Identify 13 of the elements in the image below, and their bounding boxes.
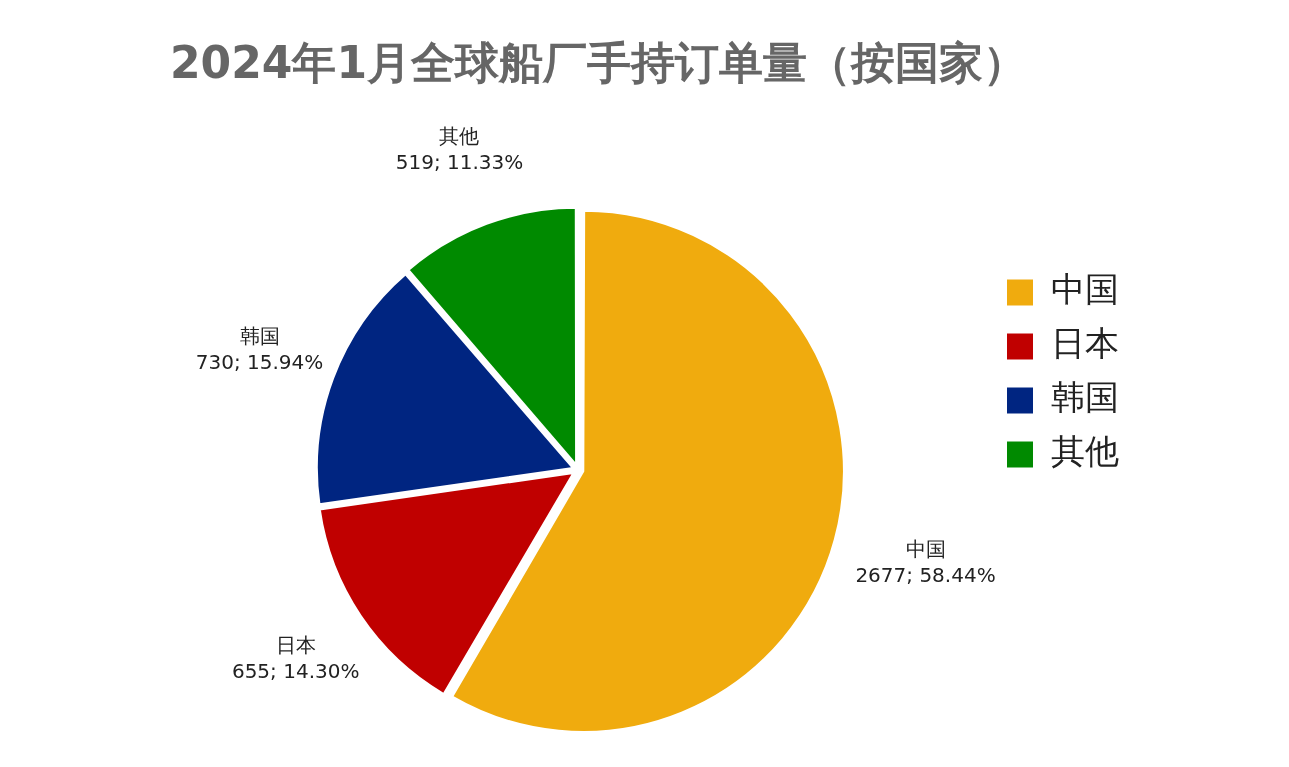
- slice-label: 日本: [275, 632, 316, 657]
- data-label: 655; 14.30%: [231, 658, 360, 683]
- legend-label: 日本: [1051, 323, 1119, 364]
- legend-label: 韩国: [1051, 377, 1119, 418]
- legend-label: 中国: [1051, 269, 1119, 310]
- legend-label: 其他: [1051, 431, 1119, 472]
- chart-title: 2024年1月全球船厂手持订单量（按国家）: [170, 36, 1028, 88]
- slice-label: 韩国: [239, 323, 280, 348]
- data-label: 730; 15.94%: [195, 349, 324, 374]
- slice-label: 中国: [905, 537, 946, 562]
- slice-label: 其他: [439, 124, 480, 149]
- data-label: 519; 11.33%: [395, 150, 524, 175]
- data-label: 2677; 58.44%: [855, 563, 996, 588]
